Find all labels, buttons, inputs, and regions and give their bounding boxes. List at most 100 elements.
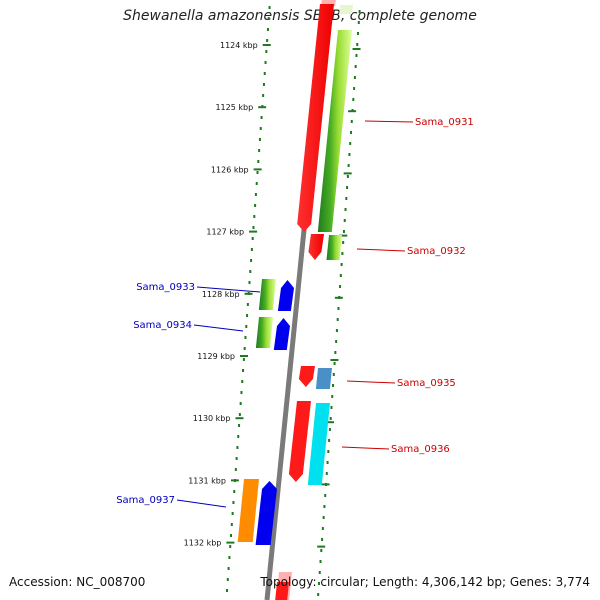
gene-arrow-sama-0936 bbox=[288, 401, 311, 482]
guide-dot bbox=[317, 582, 320, 585]
gene-labels: Sama_0931 Sama_0932 Sama_0933 Sama_0934 Sama… bbox=[116, 117, 474, 508]
dotted-guides bbox=[226, 6, 361, 596]
guide-dot bbox=[238, 424, 241, 427]
guide-dot bbox=[229, 545, 232, 548]
gene-label-sama-0937: Sama_0937 bbox=[116, 495, 175, 506]
guide-dot bbox=[339, 274, 342, 277]
guide-dot bbox=[348, 153, 351, 156]
gene-arrow-sama-0933 bbox=[277, 280, 294, 311]
tick-label: 1132 kbp bbox=[184, 539, 222, 548]
guide-dot bbox=[336, 318, 339, 321]
guide-dot bbox=[347, 164, 350, 167]
guide-dot bbox=[262, 94, 265, 97]
guide-dot bbox=[257, 160, 260, 163]
leader-sama-0937 bbox=[176, 499, 227, 508]
tick-label: 1128 kbp bbox=[202, 290, 240, 299]
gene-homolog-sama-0932 bbox=[326, 235, 342, 260]
guide-dot bbox=[267, 17, 270, 20]
guide-dot bbox=[256, 171, 259, 174]
guide-dot bbox=[250, 248, 253, 251]
guide-dot bbox=[227, 567, 230, 570]
guide-dot bbox=[321, 538, 324, 541]
genome-title: Shewanella amazonensis SB2B, complete ge… bbox=[123, 8, 477, 24]
guide-dot bbox=[358, 10, 361, 13]
gene-label-sama-0933: Sama_0933 bbox=[136, 282, 195, 293]
guide-dot bbox=[242, 358, 245, 361]
gene-arrow-sama-0937 bbox=[255, 481, 277, 545]
leader-sama-0935 bbox=[346, 380, 396, 384]
guide-dot bbox=[268, 6, 271, 9]
guide-dot bbox=[318, 571, 321, 574]
guide-dot bbox=[266, 39, 269, 42]
guide-dot bbox=[355, 54, 358, 57]
gene-label-sama-0935: Sama_0935 bbox=[397, 378, 456, 389]
guide-dot bbox=[245, 325, 248, 328]
gene-label-sama-0932: Sama_0932 bbox=[407, 246, 466, 257]
guide-dot bbox=[233, 490, 236, 493]
guide-dot bbox=[251, 237, 254, 240]
tick-label: 1125 kbp bbox=[215, 103, 253, 112]
gene-fragment bbox=[339, 5, 353, 14]
guide-dot bbox=[226, 578, 229, 581]
guide-dot bbox=[260, 116, 263, 119]
guide-dot bbox=[342, 230, 345, 233]
leader-sama-0932 bbox=[356, 248, 406, 252]
guide-dot bbox=[331, 395, 334, 398]
guide-dot bbox=[231, 512, 234, 515]
guide-dot bbox=[250, 259, 253, 262]
guide-dot bbox=[340, 263, 343, 266]
guide-dot bbox=[258, 138, 261, 141]
guide-dot bbox=[345, 197, 348, 200]
gene-features bbox=[237, 0, 353, 600]
guide-dot bbox=[350, 120, 353, 123]
guide-dot bbox=[317, 593, 320, 596]
gene-arrow-sama-0934 bbox=[273, 318, 290, 350]
leader-sama-0934 bbox=[193, 324, 244, 332]
guide-dot bbox=[335, 340, 338, 343]
guide-dot bbox=[254, 204, 257, 207]
gene-homolog-sama-0935 bbox=[315, 368, 332, 389]
guide-dot bbox=[263, 72, 266, 75]
guide-dot bbox=[228, 556, 231, 559]
guide-dot bbox=[254, 193, 257, 196]
guide-dot bbox=[230, 523, 233, 526]
guide-dot bbox=[335, 329, 338, 332]
gene-arrow-sama-0932 bbox=[308, 234, 324, 260]
tick-label: 1131 kbp bbox=[188, 476, 226, 485]
guide-dot bbox=[328, 428, 331, 431]
guide-dot bbox=[249, 270, 252, 273]
guide-dot bbox=[324, 494, 327, 497]
guide-dot bbox=[332, 384, 335, 387]
guide-dot bbox=[332, 373, 335, 376]
guide-dot bbox=[242, 369, 245, 372]
gene-homolog-sama-0936 bbox=[307, 403, 330, 485]
tick-label: 1127 kbp bbox=[206, 228, 244, 237]
guide-dot bbox=[237, 435, 240, 438]
guide-dot bbox=[239, 402, 242, 405]
guide-dot bbox=[356, 43, 359, 46]
guide-dot bbox=[349, 142, 352, 145]
guide-dot bbox=[326, 461, 329, 464]
gene-label-sama-0936: Sama_0936 bbox=[391, 444, 450, 455]
guide-dot bbox=[353, 76, 356, 79]
leader-sama-0936 bbox=[341, 446, 390, 450]
genome-stats: Topology: circular; Length: 4,306,142 bp… bbox=[260, 575, 590, 589]
guide-dot bbox=[226, 589, 229, 592]
guide-dot bbox=[262, 83, 265, 86]
gene-arrow-sama-0931 bbox=[297, 4, 334, 232]
guide-dot bbox=[230, 534, 233, 537]
scale-ticks: 1124 kbp 1125 kbp 1126 kbp 1127 kbp 1128 kbp… bbox=[184, 41, 361, 548]
guide-dot bbox=[333, 362, 336, 365]
guide-dot bbox=[259, 127, 262, 130]
tick-label: 1126 kbp bbox=[211, 165, 249, 174]
guide-dot bbox=[334, 351, 337, 354]
guide-dot bbox=[346, 175, 349, 178]
guide-dot bbox=[265, 50, 268, 53]
guide-dot bbox=[341, 252, 344, 255]
guide-dot bbox=[238, 413, 241, 416]
tick-label: 1124 kbp bbox=[220, 41, 258, 50]
guide-dot bbox=[240, 391, 243, 394]
guide-dot bbox=[235, 457, 238, 460]
gene-homolog-sama-0934 bbox=[255, 317, 273, 348]
